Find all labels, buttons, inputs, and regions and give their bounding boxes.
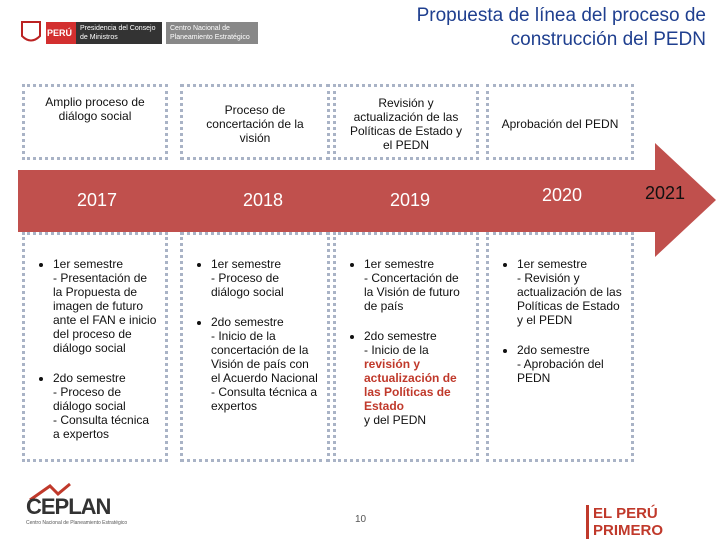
- bullet-detail: - Proceso de diálogo social: [211, 271, 284, 299]
- timeline-arrow: [18, 143, 716, 257]
- bullet: 1er semestre- Presentación de la Propues…: [53, 257, 157, 355]
- bullet: 2do semestre- Aprobación del PEDN: [517, 343, 623, 385]
- bullet-term: 2do semestre: [364, 329, 437, 343]
- bullet-detail: - Concertación de la Visión de futuro de…: [364, 271, 460, 313]
- bullet-term: 2do semestre: [211, 315, 284, 329]
- bullet-list: 1er semestre- Presentación de la Propues…: [41, 257, 157, 441]
- logo-dark: [76, 22, 162, 44]
- bullet-term: 2do semestre: [53, 371, 126, 385]
- page-number: 10: [355, 514, 367, 525]
- year: 2019: [389, 190, 431, 210]
- column-body: 1er semestre- Presentación de la Propues…: [22, 232, 168, 462]
- title: Propuesta de línea del proceso de constr…: [416, 5, 706, 50]
- column-body: 1er semestre- Proceso de diálogo social 2…: [180, 232, 330, 462]
- bullet-detail: - Presentación de la Propuesta de imagen…: [53, 271, 157, 355]
- column-body: 1er semestre- Concertación de la Visión …: [333, 232, 479, 462]
- column-body: 1er semestre- Revisión y actualización d…: [486, 232, 634, 462]
- bullet-list: 1er semestre- Concertación de la Visión …: [352, 257, 468, 427]
- bullet-detail: - Inicio de la concertación de la Visión…: [211, 329, 318, 385]
- shield-icon: [21, 21, 41, 42]
- logo-agency: Centro Nacional de Planeamiento Estratég…: [170, 25, 250, 41]
- ceplan-icon: [29, 482, 71, 502]
- column-heading: Aprobación del PEDN: [486, 84, 634, 160]
- bullet-detail: - Consulta técnica a expertos: [53, 413, 150, 441]
- bullet-detail: - Proceso de diálogo social: [53, 385, 126, 413]
- bullet-detail: revisión y actualización de las Política…: [364, 357, 457, 413]
- logo-ministry: Presidencia del Consejo de Ministros: [80, 25, 156, 41]
- bullet-list: 1er semestre- Revisión y actualización d…: [505, 257, 623, 385]
- footer-brand-caption: Centro Nacional de Planeamiento Estratég…: [26, 520, 128, 526]
- column-heading: Amplio proceso de diálogo social: [22, 84, 168, 160]
- bullet-term: 1er semestre: [517, 257, 588, 271]
- year: 2021: [644, 183, 686, 203]
- bullet-detail: - Revisión y actualización de las Políti…: [517, 271, 622, 327]
- bullet: 1er semestre- Proceso de diálogo social: [211, 257, 319, 299]
- logo-gray: [166, 22, 258, 44]
- bullet-detail: - Consulta técnica a expertos: [211, 385, 318, 413]
- bullet: 2do semestre- Inicio de la revisión y ac…: [364, 329, 468, 427]
- bullet-detail: - Inicio de la: [364, 343, 429, 357]
- bullet-term: 2do semestre: [517, 343, 590, 357]
- year: 2020: [541, 185, 583, 205]
- year: 2018: [242, 190, 284, 210]
- column-heading: Proceso de concertación de la visión: [180, 84, 330, 160]
- bullet: 1er semestre- Concertación de la Visión …: [364, 257, 468, 313]
- bullet-detail: y del PEDN: [364, 413, 427, 427]
- logo-red: [46, 22, 76, 44]
- column-heading: Revisión y actualización de las Política…: [333, 84, 479, 160]
- bullet-detail: - Aprobación del PEDN: [517, 357, 604, 385]
- bullet-term: 1er semestre: [364, 257, 435, 271]
- bullet: 2do semestre- Proceso de diálogo social-…: [53, 371, 157, 441]
- year: 2017: [76, 190, 118, 210]
- bullet-term: 1er semestre: [53, 257, 124, 271]
- footer-brand: CEPLAN: [26, 494, 111, 519]
- footer-slogan: EL PERÚ PRIMERO: [586, 505, 720, 539]
- bullet: 2do semestre- Inicio de la concertación …: [211, 315, 319, 413]
- logo-country: PERÚ: [47, 28, 73, 38]
- bullet-list: 1er semestre- Proceso de diálogo social 2…: [199, 257, 319, 413]
- bullet-term: 1er semestre: [211, 257, 282, 271]
- bullet: 1er semestre- Revisión y actualización d…: [517, 257, 623, 327]
